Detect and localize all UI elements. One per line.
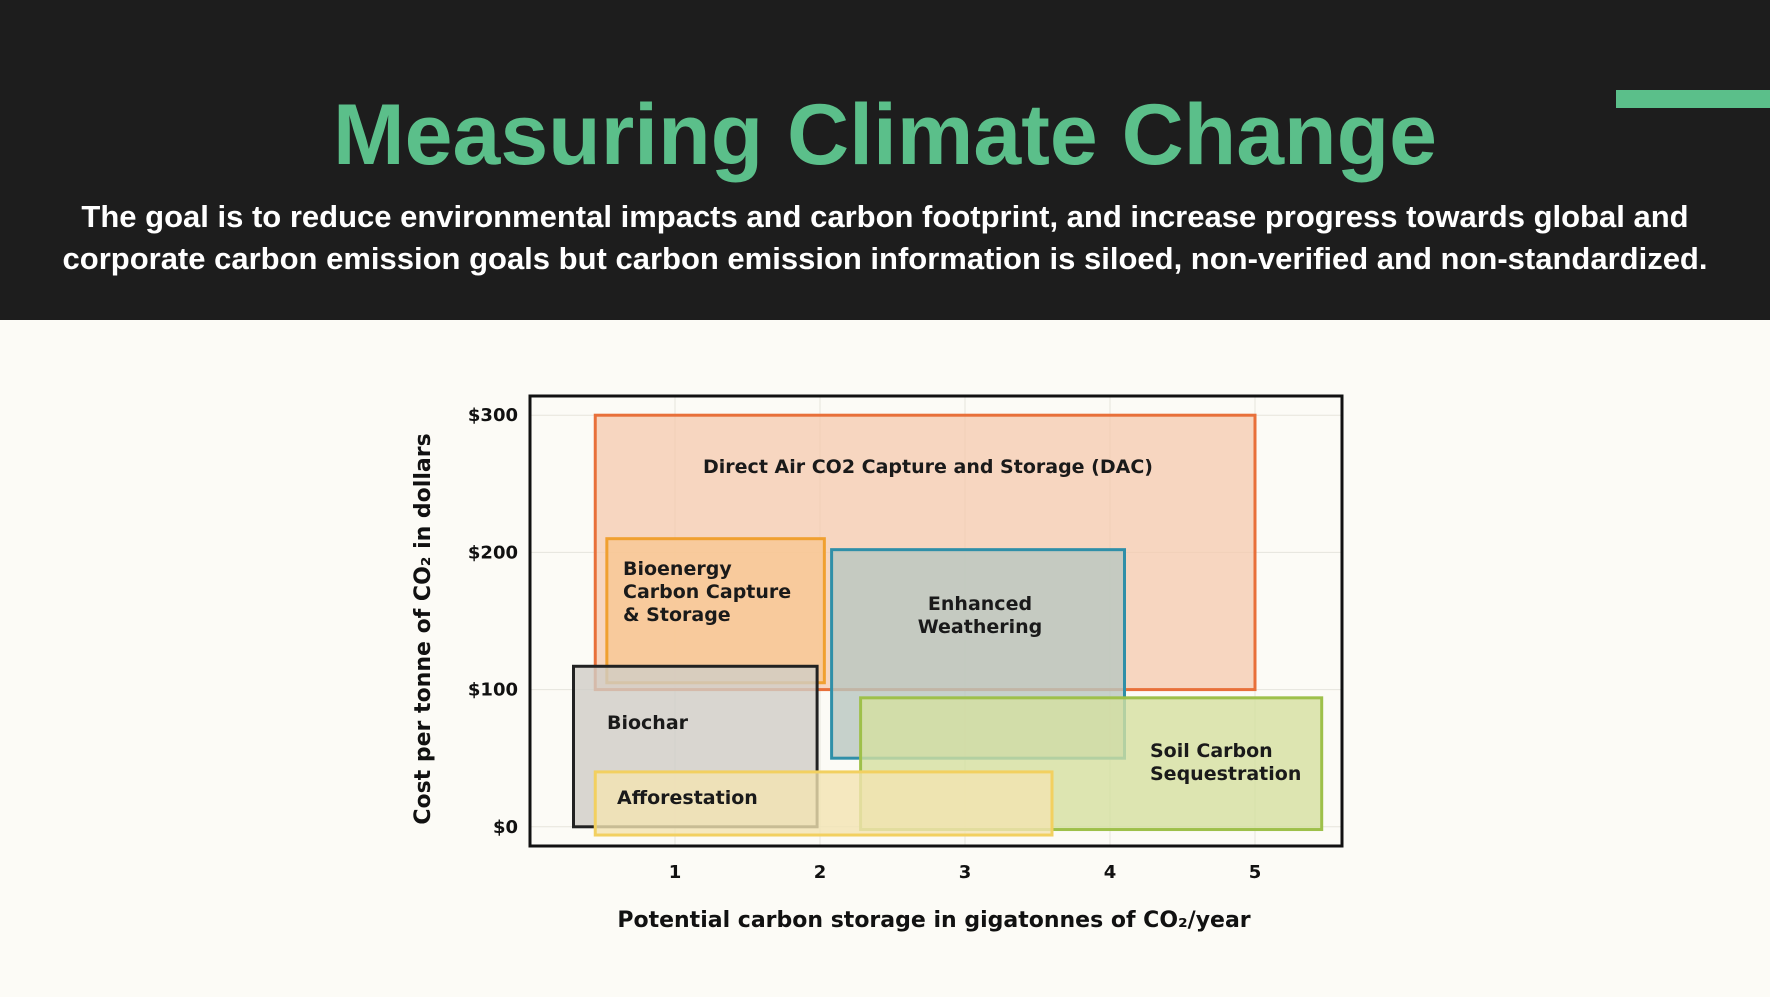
x-tick-label-3: 4 (1104, 862, 1117, 883)
x-axis-label: Potential carbon storage in gigatonnes o… (617, 908, 1250, 933)
range-box-5 (593, 770, 1054, 837)
chart-area: Direct Air CO2 Capture and Storage (DAC)… (0, 320, 1770, 992)
y-tick-label-0: $0 (493, 817, 518, 838)
series-label-0: Direct Air CO2 Capture and Storage (DAC) (703, 456, 1153, 478)
y-tick-label-1: $100 (468, 680, 518, 701)
box-layer (572, 413, 1324, 837)
range-box-1 (605, 537, 826, 685)
y-axis-label: Cost per tonne of CO₂ in dollars (411, 433, 436, 824)
label-layer: Direct Air CO2 Capture and Storage (DAC)… (607, 456, 1301, 809)
accent-bar (1616, 90, 1770, 108)
plot-frame (528, 394, 1344, 848)
slide-header (0, 0, 1770, 320)
series-label-1: Bioenergy Carbon Capture & Storage (623, 558, 791, 626)
x-tick-label-4: 5 (1249, 862, 1262, 883)
y-tick-label-3: $300 (468, 405, 518, 426)
series-label-3: Soil Carbon Sequestration (1150, 740, 1301, 785)
x-tick-label-2: 3 (959, 862, 972, 883)
slide-title: Measuring Climate Change (333, 87, 1437, 183)
tick-layer: 1 2 3 4 5 $0 $100 $200 $300 (468, 405, 1261, 883)
range-chart: Direct Air CO2 Capture and Storage (DAC)… (411, 394, 1344, 933)
x-tick-label-1: 2 (814, 862, 827, 883)
series-label-2: Enhanced Weathering (918, 593, 1043, 638)
y-tick-label-2: $200 (468, 542, 518, 563)
x-tick-label-0: 1 (669, 862, 682, 883)
series-label-5: Afforestation (617, 787, 758, 809)
series-label-4: Biochar (607, 712, 689, 734)
slide-subtitle: The goal is to reduce environmental impa… (62, 199, 1708, 276)
